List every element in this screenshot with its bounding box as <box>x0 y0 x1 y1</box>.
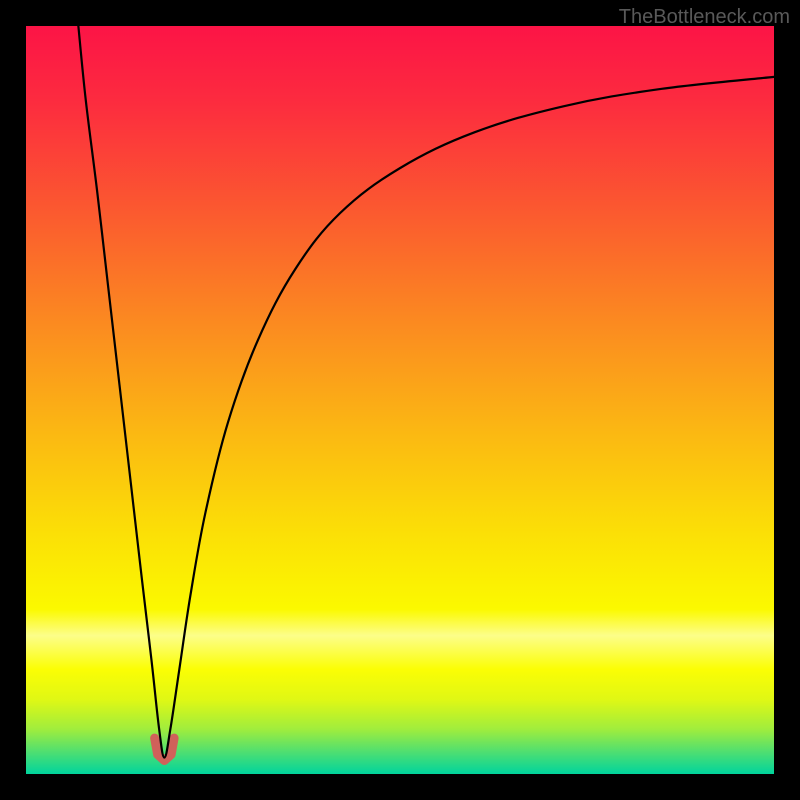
chart-background <box>26 26 774 774</box>
bottleneck-chart: TheBottleneck.com <box>0 0 800 800</box>
chart-svg <box>0 0 800 800</box>
watermark-text: TheBottleneck.com <box>619 6 790 29</box>
